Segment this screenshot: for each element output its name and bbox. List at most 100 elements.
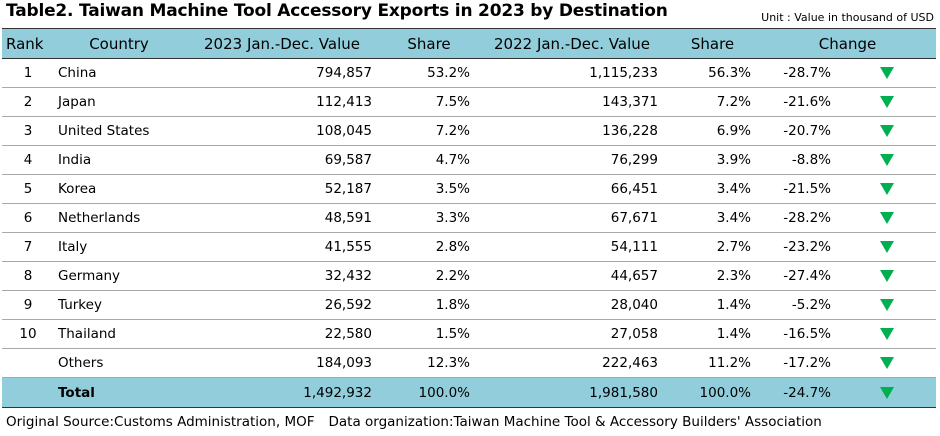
change-cell: -28.7%	[759, 58, 837, 88]
value-2023-cell: 26,592	[184, 290, 380, 320]
change-cell: -20.7%	[759, 116, 837, 146]
change-cell: -21.6%	[759, 87, 837, 117]
down-triangle-icon	[879, 154, 894, 166]
value-2023-cell: 52,187	[184, 174, 380, 204]
share-2022-cell: 3.4%	[666, 203, 759, 233]
value-2023-cell: 32,432	[184, 261, 380, 291]
country-cell: Thailand	[54, 319, 184, 349]
down-triangle-icon	[879, 212, 894, 224]
share-2023-cell: 2.2%	[380, 261, 478, 291]
table-row: 2 Japan 112,413 7.5% 143,371 7.2% -21.6%	[2, 87, 936, 117]
down-triangle-icon	[879, 328, 894, 340]
share-2022-cell: 6.9%	[666, 116, 759, 146]
table-row: 8 Germany 32,432 2.2% 44,657 2.3% -27.4%	[2, 261, 936, 291]
rank-cell: 8	[2, 261, 54, 291]
share-2022-cell: 100.0%	[666, 377, 759, 408]
value-2023-cell: 794,857	[184, 58, 380, 88]
down-triangle-icon	[879, 299, 894, 311]
rank-cell: 1	[2, 58, 54, 88]
value-2023-cell: 112,413	[184, 87, 380, 117]
rank-cell	[2, 377, 54, 408]
rank-cell: 4	[2, 145, 54, 175]
share-2022-cell: 56.3%	[666, 58, 759, 88]
header-change: Change	[759, 28, 936, 59]
indicator-cell	[837, 348, 936, 378]
indicator-cell	[837, 232, 936, 262]
share-2023-cell: 3.5%	[380, 174, 478, 204]
table-row: 10 Thailand 22,580 1.5% 27,058 1.4% -16.5%	[2, 319, 936, 349]
table-row: 1 China 794,857 53.2% 1,115,233 56.3% -28.7%	[2, 58, 936, 88]
indicator-cell	[837, 203, 936, 233]
value-2022-cell: 143,371	[478, 87, 666, 117]
exports-table: Rank Country 2023 Jan.-Dec. Value Share …	[2, 28, 936, 408]
down-triangle-icon	[879, 386, 894, 399]
value-2023-cell: 22,580	[184, 319, 380, 349]
country-cell: Netherlands	[54, 203, 184, 233]
country-cell: Italy	[54, 232, 184, 262]
share-2022-cell: 1.4%	[666, 319, 759, 349]
change-cell: -8.8%	[759, 145, 837, 175]
table-row: 9 Turkey 26,592 1.8% 28,040 1.4% -5.2%	[2, 290, 936, 320]
change-cell: -5.2%	[759, 290, 837, 320]
footer-organization: Data organization:Taiwan Machine Tool & …	[328, 414, 822, 430]
change-cell: -28.2%	[759, 203, 837, 233]
header-rank: Rank	[2, 28, 54, 59]
indicator-cell	[837, 377, 936, 408]
value-2022-cell: 54,111	[478, 232, 666, 262]
table-row: 4 India 69,587 4.7% 76,299 3.9% -8.8%	[2, 145, 936, 175]
value-2022-cell: 66,451	[478, 174, 666, 204]
value-2023-cell: 108,045	[184, 116, 380, 146]
country-cell: United States	[54, 116, 184, 146]
country-cell: Others	[54, 348, 184, 378]
rank-cell: 2	[2, 87, 54, 117]
share-2023-cell: 12.3%	[380, 348, 478, 378]
total-row: Total 1,492,932 100.0% 1,981,580 100.0% -24.7…	[2, 377, 936, 408]
value-2022-cell: 76,299	[478, 145, 666, 175]
indicator-cell	[837, 174, 936, 204]
share-2023-cell: 53.2%	[380, 58, 478, 88]
unit-note: Unit : Value in thousand of USD	[761, 11, 934, 24]
down-triangle-icon	[879, 241, 894, 253]
down-triangle-icon	[879, 96, 894, 108]
change-cell: -27.4%	[759, 261, 837, 291]
value-2023-cell: 48,591	[184, 203, 380, 233]
country-cell: Germany	[54, 261, 184, 291]
footer: Original Source:Customs Administration, …	[6, 414, 822, 430]
rank-cell	[2, 348, 54, 378]
value-2023-cell: 184,093	[184, 348, 380, 378]
indicator-cell	[837, 290, 936, 320]
share-2023-cell: 7.2%	[380, 116, 478, 146]
value-2022-cell: 1,981,580	[478, 377, 666, 408]
indicator-cell	[837, 87, 936, 117]
country-cell: Korea	[54, 174, 184, 204]
change-cell: -17.2%	[759, 348, 837, 378]
indicator-cell	[837, 319, 936, 349]
share-2023-cell: 2.8%	[380, 232, 478, 262]
value-2022-cell: 27,058	[478, 319, 666, 349]
share-2022-cell: 1.4%	[666, 290, 759, 320]
share-2023-cell: 3.3%	[380, 203, 478, 233]
rank-cell: 5	[2, 174, 54, 204]
rank-cell: 9	[2, 290, 54, 320]
table-row: 3 United States 108,045 7.2% 136,228 6.9% -20.…	[2, 116, 936, 146]
change-cell: -23.2%	[759, 232, 837, 262]
rank-cell: 7	[2, 232, 54, 262]
indicator-cell	[837, 58, 936, 88]
country-cell: China	[54, 58, 184, 88]
share-2023-cell: 7.5%	[380, 87, 478, 117]
rank-cell: 10	[2, 319, 54, 349]
down-triangle-icon	[879, 125, 894, 137]
indicator-cell	[837, 145, 936, 175]
value-2022-cell: 1,115,233	[478, 58, 666, 88]
share-2022-cell: 2.3%	[666, 261, 759, 291]
header-value-2023: 2023 Jan.-Dec. Value	[184, 28, 380, 59]
value-2023-cell: 69,587	[184, 145, 380, 175]
country-cell: India	[54, 145, 184, 175]
country-cell: Japan	[54, 87, 184, 117]
indicator-cell	[837, 261, 936, 291]
value-2022-cell: 28,040	[478, 290, 666, 320]
value-2023-cell: 41,555	[184, 232, 380, 262]
down-triangle-icon	[879, 270, 894, 282]
country-cell: Total	[54, 377, 184, 408]
